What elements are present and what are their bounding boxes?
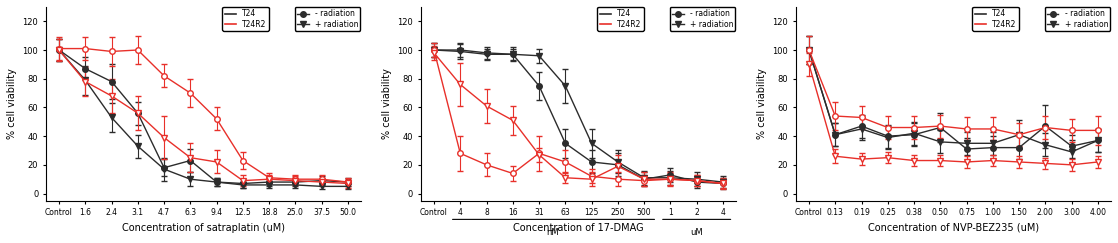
Y-axis label: % cell viability: % cell viability [382,68,392,139]
Text: nM: nM [546,228,559,237]
Y-axis label: % cell viability: % cell viability [7,68,17,139]
Legend: - radiation, + radiation: - radiation, + radiation [295,7,360,31]
Legend: - radiation, + radiation: - radiation, + radiation [670,7,736,31]
Y-axis label: % cell viability: % cell viability [757,68,767,139]
X-axis label: Concentration of 17-DMAG: Concentration of 17-DMAG [513,223,644,233]
X-axis label: Concentration of NVP-BEZ235 (uM): Concentration of NVP-BEZ235 (uM) [868,223,1039,233]
Text: uM: uM [690,228,703,237]
X-axis label: Concentration of satraplatin (uM): Concentration of satraplatin (uM) [122,223,285,233]
Legend: - radiation, + radiation: - radiation, + radiation [1044,7,1110,31]
